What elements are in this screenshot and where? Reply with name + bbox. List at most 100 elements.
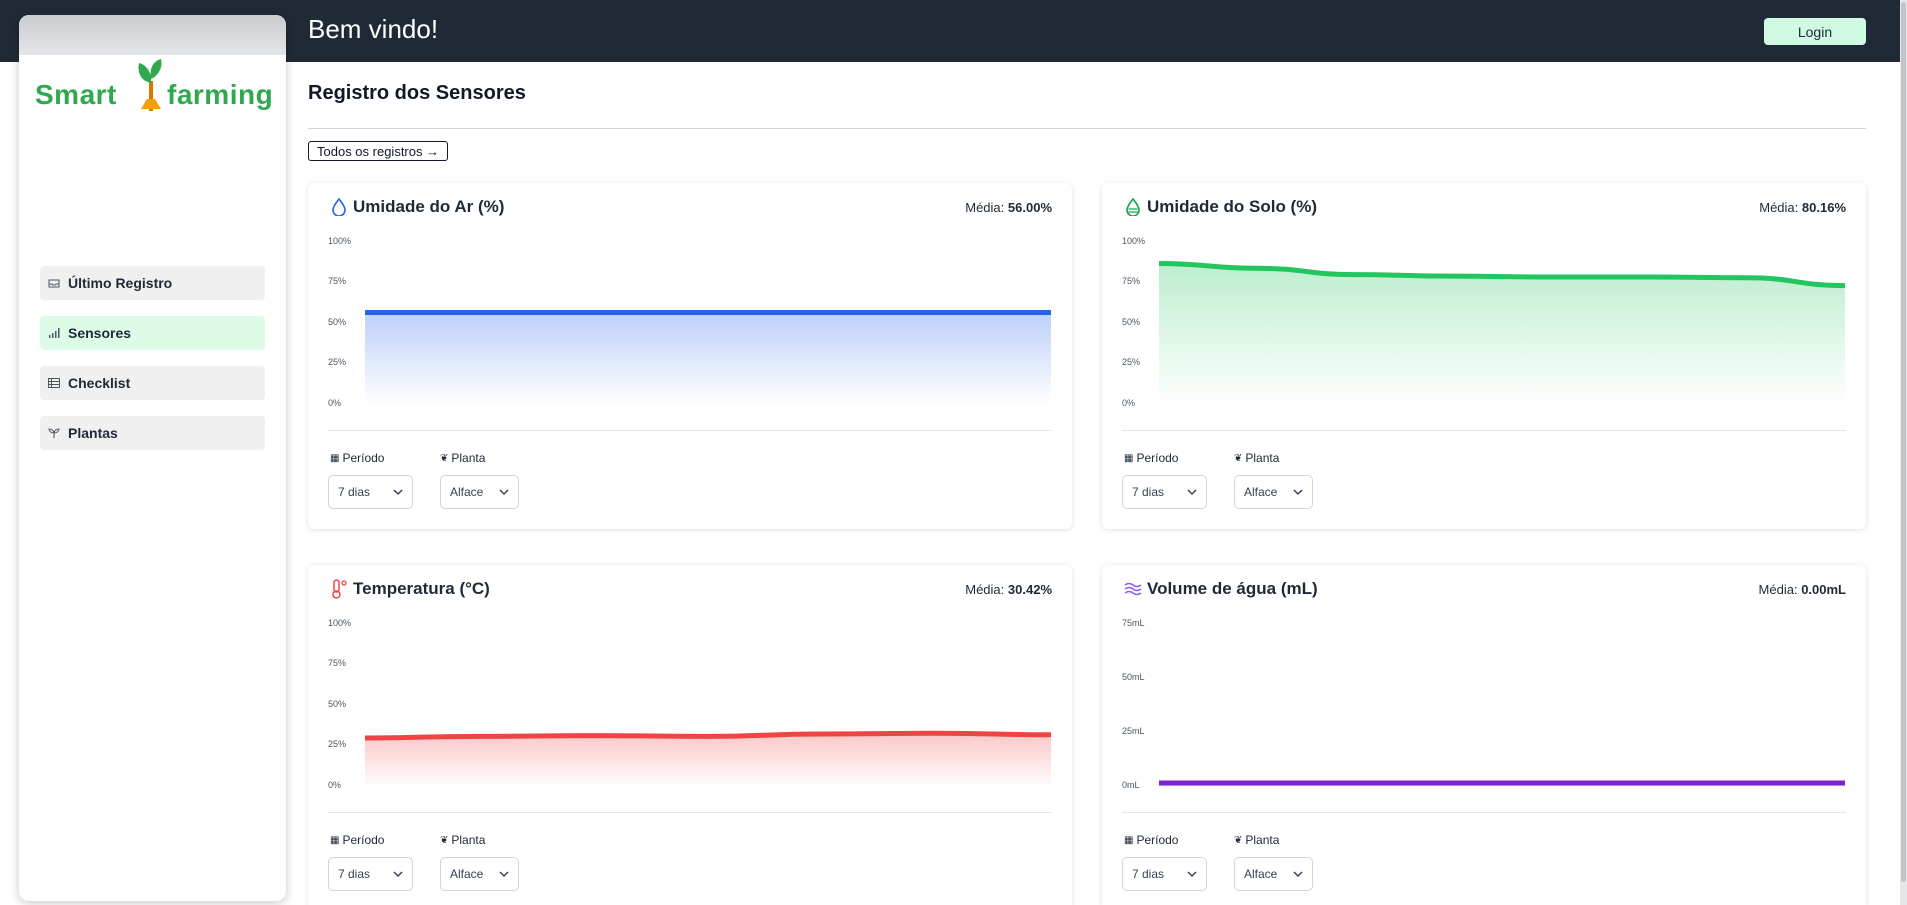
thermometer-icon: [330, 579, 348, 599]
y-tick-label: 25%: [328, 739, 347, 749]
card-separator: [328, 430, 1052, 431]
period-select[interactable]: 7 dias: [1122, 475, 1207, 509]
card-title-text: Umidade do Ar (%): [353, 197, 505, 216]
all-records-button[interactable]: Todos os registros →: [308, 141, 449, 161]
period-label-text: Período: [1136, 833, 1179, 847]
card-volume-agua: Volume de água (mL) Média: 0.00mL 75mL 5…: [1102, 565, 1866, 905]
series-area: [365, 733, 1051, 787]
card-temperatura: Temperatura (°C) Média: 30.42% 100% 75% …: [308, 565, 1072, 905]
card-title-text: Volume de água (mL): [1147, 579, 1318, 598]
chart-plot: [365, 730, 1051, 787]
y-tick-label: 50%: [328, 699, 347, 709]
y-tick-label: 50%: [328, 317, 347, 327]
card-title: Umidade do Ar (%): [330, 197, 504, 217]
average-number: 30.42%: [1007, 582, 1052, 597]
scrollbar-thumb[interactable]: [1901, 2, 1906, 882]
period-select-value: 7 dias: [1132, 867, 1165, 881]
period-select[interactable]: 7 dias: [328, 475, 413, 509]
sidebar-item-plantas[interactable]: Plantas: [40, 416, 265, 450]
section-divider: [308, 128, 1866, 129]
y-tick-label: 0%: [1122, 398, 1136, 408]
sidebar-item-label: Sensores: [68, 325, 132, 341]
card-umidade-ar: Umidade do Ar (%) Média: 56.00% 100% 75%…: [308, 183, 1072, 529]
y-tick-label: 75%: [328, 276, 347, 286]
scrollbar[interactable]: [1900, 0, 1907, 905]
logo[interactable]: Smart farming: [35, 53, 275, 113]
period-label-text: Período: [1136, 451, 1179, 465]
card-title: Volume de água (mL): [1124, 579, 1318, 599]
series-line: [1159, 261, 1845, 289]
card-title-text: Temperatura (°C): [353, 579, 490, 598]
chevron-down-icon: [1187, 489, 1197, 496]
login-button[interactable]: Login: [1764, 18, 1866, 45]
average-number: 0.00mL: [1801, 582, 1846, 597]
card-separator: [1122, 430, 1846, 431]
plant-label-text: Planta: [1245, 451, 1280, 465]
average-label: Média:: [965, 200, 1005, 215]
inbox-icon: [48, 277, 60, 289]
y-axis: 100% 75% 50% 25% 0%: [1122, 236, 1158, 408]
period-select[interactable]: 7 dias: [1122, 857, 1207, 891]
series-area: [1159, 263, 1845, 405]
sidebar-header: [19, 15, 286, 55]
sidebar-item-checklist[interactable]: Checklist: [40, 366, 265, 400]
plant-select-value: Alface: [1244, 867, 1278, 881]
average-label: Média:: [965, 582, 1005, 597]
logo-text-smart: Smart: [35, 79, 117, 110]
table-icon: [48, 377, 60, 389]
average-label: Média:: [1759, 200, 1799, 215]
average-number: 56.00%: [1007, 200, 1052, 215]
chevron-down-icon: [499, 489, 509, 496]
plant-select[interactable]: Alface: [1234, 475, 1313, 509]
series-line: [365, 730, 1051, 741]
y-tick-label: 75mL: [1122, 618, 1145, 628]
sidebar-item-ultimo-registro[interactable]: Último Registro: [40, 266, 265, 300]
average-value: Média: 30.42%: [965, 582, 1052, 597]
period-select[interactable]: 7 dias: [328, 857, 413, 891]
calendar-icon: ▦: [330, 834, 340, 846]
y-tick-label: 25%: [1122, 357, 1141, 367]
bar-chart-icon: [48, 327, 60, 339]
sidebar-item-sensores[interactable]: Sensores: [40, 316, 265, 350]
plant-select-value: Alface: [1244, 485, 1278, 499]
sprout-logo-icon: [138, 59, 162, 111]
sidebar-item-label: Último Registro: [68, 275, 173, 291]
series-area: [365, 312, 1051, 405]
period-select-value: 7 dias: [338, 867, 371, 881]
y-tick-label: 50%: [1122, 317, 1141, 327]
y-tick-label: 75%: [328, 658, 347, 668]
y-tick-label: 25mL: [1122, 726, 1145, 736]
period-select-value: 7 dias: [338, 485, 371, 499]
y-tick-label: 0%: [328, 398, 342, 408]
plant-select[interactable]: Alface: [440, 475, 519, 509]
period-filter-label: ▦ Período: [1124, 451, 1178, 465]
average-number: 80.16%: [1801, 200, 1846, 215]
y-axis: 100% 75% 50% 25% 0%: [328, 618, 364, 790]
y-tick-label: 75%: [1122, 276, 1141, 286]
plant-select-value: Alface: [450, 485, 484, 499]
section-title: Registro dos Sensores: [308, 82, 526, 104]
average-value: Média: 56.00%: [965, 200, 1052, 215]
average-value: Média: 80.16%: [1759, 200, 1846, 215]
sprout-icon: ❦: [1234, 452, 1243, 464]
calendar-icon: ▦: [1124, 452, 1134, 464]
y-axis: 100% 75% 50% 25% 0%: [328, 236, 364, 408]
sidebar-item-label: Plantas: [68, 425, 118, 441]
plant-select[interactable]: Alface: [440, 857, 519, 891]
period-label-text: Período: [342, 833, 385, 847]
card-title: Umidade do Solo (%): [1124, 197, 1317, 217]
chart-plot: [1159, 780, 1845, 787]
y-tick-label: 50mL: [1122, 672, 1145, 682]
card-title: Temperatura (°C): [330, 579, 490, 599]
plant-label-text: Planta: [1245, 833, 1280, 847]
chevron-down-icon: [1293, 489, 1303, 496]
chevron-down-icon: [499, 871, 509, 878]
calendar-icon: ▦: [1124, 834, 1134, 846]
chart-plot: [1159, 261, 1845, 405]
plant-select[interactable]: Alface: [1234, 857, 1313, 891]
sprout-icon: [48, 427, 60, 439]
chevron-down-icon: [393, 489, 403, 496]
plant-label-text: Planta: [451, 833, 486, 847]
soil-droplet-icon: [1124, 197, 1142, 217]
